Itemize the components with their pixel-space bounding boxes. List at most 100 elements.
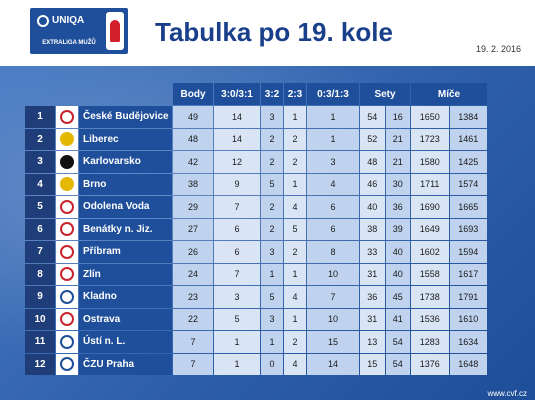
team-name: Odolena Voda (79, 196, 172, 218)
stat-cell-l13: 4 (307, 173, 359, 195)
stat-cell-l23: 2 (284, 241, 306, 263)
stat-cell-l13: 14 (307, 353, 359, 375)
stat-cell-l13: 10 (307, 308, 359, 330)
table-row: 2 Liberec 48 14 2 2 1 52 21 1723 1461 (25, 128, 487, 150)
stat-cell-body: 26 (173, 241, 213, 263)
stat-cell-l23: 4 (284, 196, 306, 218)
stat-cell-w32: 3 (261, 308, 283, 330)
rank-cell: 5 (25, 196, 55, 218)
rank-cell: 1 (25, 106, 55, 128)
team-name: Benátky n. Jiz. (79, 218, 172, 240)
stat-cell-l23: 4 (284, 286, 306, 308)
stat-cell-bw: 1283 (411, 331, 449, 353)
stat-cell-bl: 1693 (449, 218, 487, 240)
stat-cell-w31: 7 (214, 263, 260, 285)
logo-brand: UNIQA (52, 15, 85, 26)
rank-cell: 7 (25, 241, 55, 263)
footer-url: www.cvf.cz (487, 389, 527, 398)
stat-cell-l13: 8 (307, 241, 359, 263)
table-row: 9 Kladno 23 3 5 4 7 36 45 1738 1791 (25, 286, 487, 308)
table-row: 1 České Budějovice 49 14 3 1 1 54 16 1650 1384 (25, 106, 487, 128)
team-crest-icon (60, 312, 74, 327)
stat-cell-body: 48 (173, 128, 213, 150)
team-crest-icon (60, 244, 74, 259)
stat-cell-sw: 40 (360, 196, 385, 218)
team-name: Kladno (79, 286, 172, 308)
stat-cell-body: 38 (173, 173, 213, 195)
stat-cell-w32: 3 (261, 106, 283, 128)
stat-cell-l23: 2 (284, 128, 306, 150)
team-name: České Budějovice (79, 106, 172, 128)
stat-cell-w32: 3 (261, 241, 283, 263)
stat-cell-sw: 13 (360, 331, 385, 353)
table-row: 7 Příbram 26 6 3 2 8 33 40 1602 1594 (25, 241, 487, 263)
table-row: 10 Ostrava 22 5 3 1 10 31 41 1536 1610 (25, 308, 487, 330)
rank-cell: 3 (25, 151, 55, 173)
stat-cell-l23: 1 (284, 263, 306, 285)
rank-cell: 10 (25, 308, 55, 330)
stat-cell-l13: 15 (307, 331, 359, 353)
stat-cell-l23: 2 (284, 331, 306, 353)
team-name: Karlovarsko (79, 151, 172, 173)
stat-cell-bw: 1602 (411, 241, 449, 263)
uniqa-icon (37, 15, 49, 27)
stat-cell-w32: 0 (261, 353, 283, 375)
table-row: 4 Brno 38 9 5 1 4 46 30 1711 1574 (25, 173, 487, 195)
stat-cell-l13: 10 (307, 263, 359, 285)
stat-cell-bl: 1665 (449, 196, 487, 218)
rank-cell: 9 (25, 286, 55, 308)
stat-cell-sw: 33 (360, 241, 385, 263)
col-loss-23: 2:3 (284, 83, 306, 105)
stat-cell-sl: 21 (385, 128, 410, 150)
page-title: Tabulka po 19. kole (155, 17, 393, 47)
rank-cell: 4 (25, 173, 55, 195)
table-row: 6 Benátky n. Jiz. 27 6 2 5 6 38 39 1649 1693 (25, 218, 487, 240)
stat-cell-bl: 1617 (449, 263, 487, 285)
stat-cell-body: 7 (173, 331, 213, 353)
stat-cell-sl: 40 (385, 241, 410, 263)
stat-cell-w32: 1 (261, 331, 283, 353)
stat-cell-sl: 54 (385, 331, 410, 353)
stat-cell-bl: 1634 (449, 331, 487, 353)
stat-cell-sw: 36 (360, 286, 385, 308)
team-crest-icon (60, 109, 74, 124)
stat-cell-body: 7 (173, 353, 213, 375)
stat-cell-w31: 6 (214, 241, 260, 263)
team-name: Příbram (79, 241, 172, 263)
team-name: Ostrava (79, 308, 172, 330)
table-row: 5 Odolena Voda 29 7 2 4 6 40 36 1690 1665 (25, 196, 487, 218)
stat-cell-w31: 5 (214, 308, 260, 330)
stat-cell-body: 42 (173, 151, 213, 173)
stat-cell-w32: 2 (261, 151, 283, 173)
team-crest-icon (60, 199, 74, 214)
stat-cell-bw: 1376 (411, 353, 449, 375)
stat-cell-w32: 2 (261, 218, 283, 240)
logo-subtitle: EXTRALIGA MUŽŮ (42, 40, 96, 46)
team-name: Zlín (79, 263, 172, 285)
stat-cell-w31: 6 (214, 218, 260, 240)
stat-cell-bw: 1580 (411, 151, 449, 173)
stat-cell-sl: 45 (385, 286, 410, 308)
stat-cell-body: 23 (173, 286, 213, 308)
stat-cell-sl: 54 (385, 353, 410, 375)
stat-cell-sl: 30 (385, 173, 410, 195)
uniqa-extraliga-logo: UNIQA EXTRALIGA MUŽŮ (30, 8, 128, 54)
stat-cell-body: 29 (173, 196, 213, 218)
table-row: 8 Zlín 24 7 1 1 10 31 40 1558 1617 (25, 263, 487, 285)
stat-cell-l13: 6 (307, 218, 359, 240)
stat-cell-w32: 2 (261, 196, 283, 218)
stat-cell-bw: 1711 (411, 173, 449, 195)
stat-cell-l23: 1 (284, 173, 306, 195)
stat-cell-l13: 1 (307, 106, 359, 128)
stat-cell-l13: 7 (307, 286, 359, 308)
stat-cell-l23: 4 (284, 353, 306, 375)
stat-cell-w31: 7 (214, 196, 260, 218)
stat-cell-sl: 39 (385, 218, 410, 240)
stat-cell-body: 27 (173, 218, 213, 240)
stat-cell-l23: 1 (284, 106, 306, 128)
stat-cell-sl: 40 (385, 263, 410, 285)
stat-cell-sl: 21 (385, 151, 410, 173)
stat-cell-bw: 1723 (411, 128, 449, 150)
stat-cell-w32: 2 (261, 128, 283, 150)
stat-cell-body: 49 (173, 106, 213, 128)
